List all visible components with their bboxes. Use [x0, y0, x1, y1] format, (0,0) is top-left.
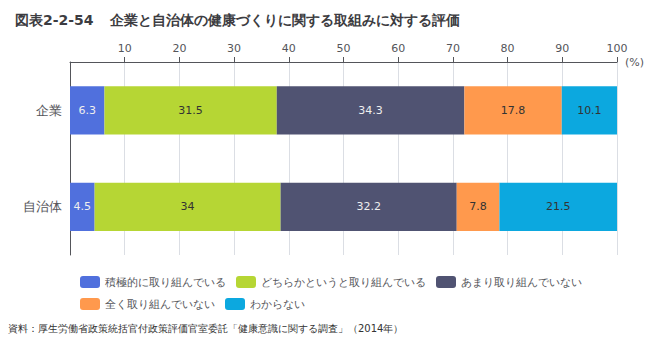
svg-text:企業と自治体の健康づくりに関する取組みに対する評価: 企業と自治体の健康づくりに関する取組みに対する評価 [109, 12, 460, 28]
svg-text:10: 10 [118, 42, 132, 55]
svg-text:あまり取り組んでいない: あまり取り組んでいない [461, 276, 582, 289]
svg-text:10.1: 10.1 [577, 104, 602, 117]
svg-text:資料：厚生労働省政策統括官付政策評価官室委託「健康意識に関す: 資料：厚生労働省政策統括官付政策評価官室委託「健康意識に関する調査」（2014年… [8, 323, 403, 334]
svg-text:30: 30 [227, 42, 241, 55]
svg-text:全く取り組んでいない: 全く取り組んでいない [105, 298, 215, 311]
svg-text:17.8: 17.8 [501, 104, 526, 117]
svg-text:自治体: 自治体 [23, 199, 62, 214]
svg-text:(%): (%) [625, 56, 644, 69]
svg-text:どちらかというと取り組んでいる: どちらかというと取り組んでいる [261, 276, 426, 289]
svg-text:21.5: 21.5 [546, 200, 571, 213]
svg-text:企業: 企業 [36, 103, 62, 118]
svg-text:図表2-2-54: 図表2-2-54 [15, 12, 94, 28]
svg-text:4.5: 4.5 [74, 200, 92, 213]
svg-text:34: 34 [181, 200, 195, 213]
svg-text:6.3: 6.3 [78, 104, 96, 117]
svg-text:50: 50 [337, 42, 351, 55]
svg-text:32.2: 32.2 [356, 200, 381, 213]
svg-text:70: 70 [446, 42, 460, 55]
svg-text:100: 100 [607, 42, 628, 55]
svg-text:積極的に取り組んでいる: 積極的に取り組んでいる [105, 276, 226, 289]
svg-text:60: 60 [391, 42, 405, 55]
svg-text:わからない: わからない [250, 298, 305, 311]
svg-text:7.8: 7.8 [469, 200, 487, 213]
svg-text:40: 40 [282, 42, 296, 55]
svg-text:80: 80 [501, 42, 515, 55]
svg-text:34.3: 34.3 [358, 104, 383, 117]
svg-text:31.5: 31.5 [178, 104, 203, 117]
svg-text:20: 20 [172, 42, 186, 55]
svg-text:90: 90 [555, 42, 569, 55]
